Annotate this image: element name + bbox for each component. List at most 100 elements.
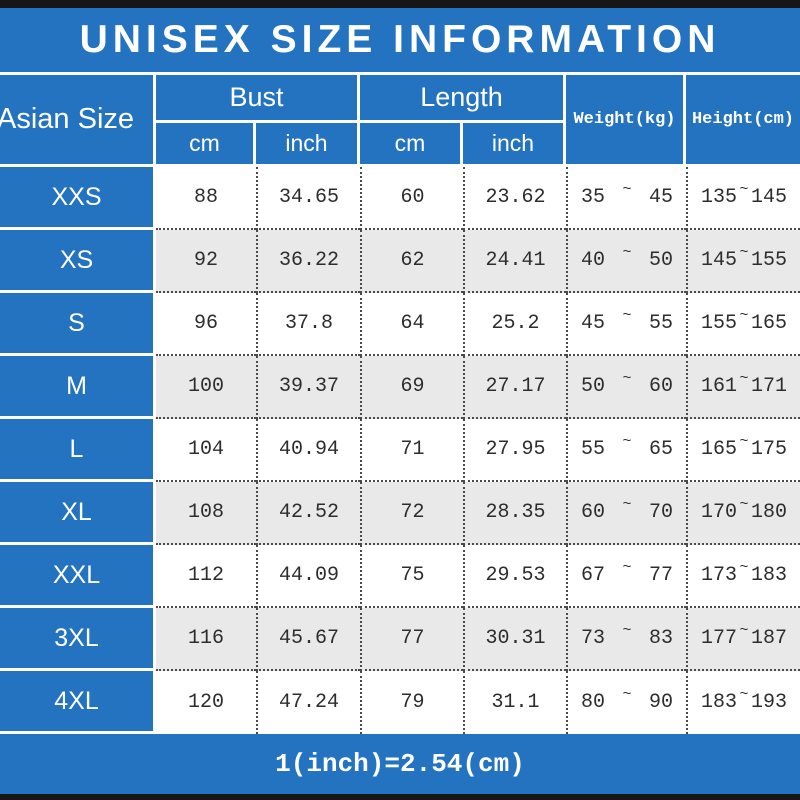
bust-inch-value: 39.37	[256, 356, 360, 419]
weight-min-value: 35	[581, 186, 606, 209]
bust-inch-value: 47.24	[256, 671, 360, 734]
weight-max-value: 60	[648, 375, 673, 398]
weight-min-value: 80	[581, 691, 606, 714]
size-label: 4XL	[0, 671, 156, 734]
size-label: 3XL	[0, 608, 156, 671]
column-header-bust: Bust	[156, 75, 360, 123]
height-max-value: 175	[750, 438, 787, 461]
bust-cm-value: 108	[156, 482, 256, 545]
conversion-note: 1(inch)=2.54(cm)	[0, 734, 800, 794]
weight-range-cell: 50 ~ 60	[566, 356, 686, 419]
column-header-asian-size: Asian Size	[0, 75, 156, 164]
height-min-value: 173	[701, 564, 738, 587]
table-header: Asian Size Bust Length Weight(kg) Height…	[0, 75, 800, 167]
height-min-value: 170	[701, 501, 738, 524]
table-row: XXL 112 44.09 75 29.53 67 ~ 77 173 ~ 183	[0, 545, 800, 608]
weight-max-value: 90	[648, 691, 673, 714]
tilde-symbol: ~	[739, 559, 749, 576]
length-cm-value: 69	[360, 356, 463, 419]
bust-inch-value: 45.67	[256, 608, 360, 671]
height-range-cell: 183 ~ 193	[686, 671, 800, 734]
table-row: S 96 37.8 64 25.2 45 ~ 55 155 ~ 165	[0, 293, 800, 356]
weight-max-value: 70	[648, 501, 673, 524]
subheader-length-cm: cm	[360, 123, 463, 164]
bust-inch-value: 40.94	[256, 419, 360, 482]
height-max-value: 171	[750, 375, 787, 398]
weight-min-value: 73	[581, 627, 606, 650]
size-label: M	[0, 356, 156, 419]
height-max-value: 165	[750, 312, 787, 335]
length-inch-value: 24.41	[463, 230, 566, 293]
tilde-symbol: ~	[622, 686, 632, 703]
bottom-frame-bar	[0, 794, 800, 800]
size-label: XXS	[0, 167, 156, 230]
height-max-value: 187	[750, 627, 787, 650]
bust-cm-value: 92	[156, 230, 256, 293]
column-header-height: Height(cm)	[686, 75, 800, 164]
tilde-symbol: ~	[622, 433, 632, 450]
table-row: XS 92 36.22 62 24.41 40 ~ 50 145 ~ 155	[0, 230, 800, 293]
bust-inch-value: 42.52	[256, 482, 360, 545]
length-cm-value: 62	[360, 230, 463, 293]
height-min-value: 135	[701, 186, 738, 209]
tilde-symbol: ~	[622, 370, 632, 387]
length-inch-value: 27.95	[463, 419, 566, 482]
length-cm-value: 64	[360, 293, 463, 356]
bust-inch-value: 36.22	[256, 230, 360, 293]
size-label: XS	[0, 230, 156, 293]
height-min-value: 161	[701, 375, 738, 398]
top-frame-bar	[0, 0, 800, 8]
tilde-symbol: ~	[739, 181, 749, 198]
bust-cm-value: 100	[156, 356, 256, 419]
height-range-cell: 155 ~ 165	[686, 293, 800, 356]
height-range-cell: 165 ~ 175	[686, 419, 800, 482]
length-cm-value: 72	[360, 482, 463, 545]
size-label: XXL	[0, 545, 156, 608]
table-body: XXS 88 34.65 60 23.62 35 ~ 45 135 ~ 145 …	[0, 167, 800, 734]
length-inch-value: 31.1	[463, 671, 566, 734]
tilde-symbol: ~	[739, 686, 749, 703]
tilde-symbol: ~	[739, 496, 749, 513]
weight-max-value: 50	[648, 249, 673, 272]
size-label: XL	[0, 482, 156, 545]
height-max-value: 183	[750, 564, 787, 587]
tilde-symbol: ~	[739, 244, 749, 261]
weight-min-value: 67	[581, 564, 606, 587]
height-range-cell: 161 ~ 171	[686, 356, 800, 419]
weight-range-cell: 80 ~ 90	[566, 671, 686, 734]
tilde-symbol: ~	[739, 433, 749, 450]
height-range-cell: 170 ~ 180	[686, 482, 800, 545]
table-row: 3XL 116 45.67 77 30.31 73 ~ 83 177 ~ 187	[0, 608, 800, 671]
tilde-symbol: ~	[622, 244, 632, 261]
weight-range-cell: 40 ~ 50	[566, 230, 686, 293]
height-range-cell: 145 ~ 155	[686, 230, 800, 293]
weight-range-cell: 35 ~ 45	[566, 167, 686, 230]
length-cm-value: 71	[360, 419, 463, 482]
weight-max-value: 77	[648, 564, 673, 587]
tilde-symbol: ~	[622, 622, 632, 639]
column-header-weight: Weight(kg)	[566, 75, 686, 164]
height-range-cell: 177 ~ 187	[686, 608, 800, 671]
table-row: 4XL 120 47.24 79 31.1 80 ~ 90 183 ~ 193	[0, 671, 800, 734]
weight-min-value: 55	[581, 438, 606, 461]
height-range-cell: 135 ~ 145	[686, 167, 800, 230]
height-max-value: 155	[750, 249, 787, 272]
height-range-cell: 173 ~ 183	[686, 545, 800, 608]
weight-min-value: 60	[581, 501, 606, 524]
tilde-symbol: ~	[622, 496, 632, 513]
bust-inch-value: 44.09	[256, 545, 360, 608]
length-cm-value: 60	[360, 167, 463, 230]
weight-max-value: 65	[648, 438, 673, 461]
table-row: XL 108 42.52 72 28.35 60 ~ 70 170 ~ 180	[0, 482, 800, 545]
weight-range-cell: 73 ~ 83	[566, 608, 686, 671]
height-min-value: 165	[701, 438, 738, 461]
bust-cm-value: 116	[156, 608, 256, 671]
tilde-symbol: ~	[622, 307, 632, 324]
weight-max-value: 45	[648, 186, 673, 209]
tilde-symbol: ~	[739, 307, 749, 324]
size-label: S	[0, 293, 156, 356]
subheader-length-inch: inch	[463, 123, 566, 164]
size-label: L	[0, 419, 156, 482]
weight-min-value: 40	[581, 249, 606, 272]
